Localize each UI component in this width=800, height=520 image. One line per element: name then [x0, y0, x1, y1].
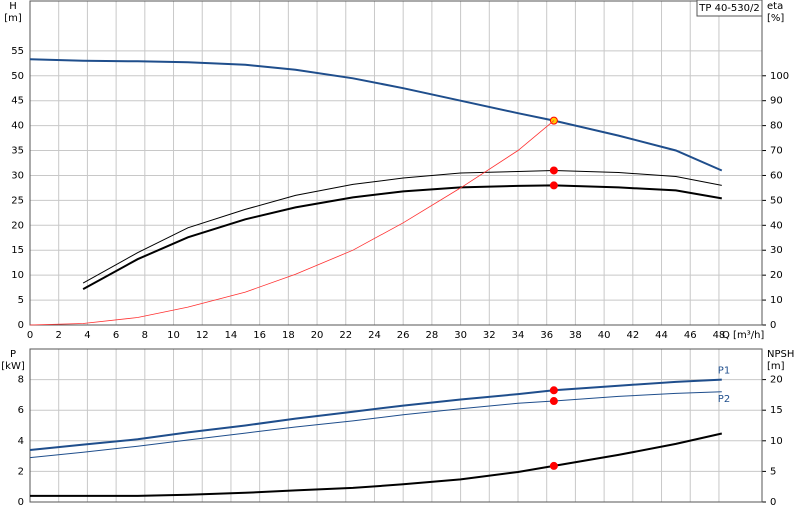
y-axis-label: P — [10, 349, 16, 360]
curve — [29, 58, 723, 172]
curve — [82, 169, 722, 284]
x-tick-label: 46 — [684, 330, 697, 341]
y2-axis-unit: [m] — [767, 361, 785, 372]
y-tick-label: 50 — [11, 71, 24, 82]
y2-tick-label: 30 — [770, 245, 783, 256]
y-axis-label: H — [9, 1, 17, 12]
y2-tick-label: 40 — [770, 220, 783, 231]
y2-tick-label: 50 — [770, 195, 783, 206]
y-tick-label: 2 — [18, 466, 24, 477]
y-tick-label: 6 — [18, 405, 24, 416]
x-tick-label: 14 — [225, 330, 238, 341]
y2-axis-label: NPSH — [767, 349, 794, 360]
y-tick-label: 0 — [18, 320, 24, 331]
x-tick-label: 38 — [569, 330, 582, 341]
curve — [30, 432, 723, 497]
y2-tick-label: 90 — [770, 96, 783, 107]
y-tick-label: 8 — [18, 375, 24, 386]
x-tick-label: 40 — [598, 330, 611, 341]
y2-axis-label: eta — [767, 1, 783, 12]
curve — [82, 184, 722, 290]
y-tick-label: 15 — [11, 245, 24, 256]
x-tick-label: 22 — [339, 330, 352, 341]
y2-tick-label: 70 — [770, 146, 783, 157]
operating-point — [549, 386, 558, 395]
operating-point — [549, 397, 558, 406]
operating-point — [549, 461, 558, 470]
x-tick-label: 26 — [397, 330, 410, 341]
x-tick-label: 24 — [368, 330, 381, 341]
x-tick-label: 4 — [84, 330, 90, 341]
y-tick-label: 55 — [11, 46, 24, 57]
x-tick-label: 10 — [167, 330, 180, 341]
x-axis-label: Q [m³/h] — [722, 330, 764, 341]
y2-tick-label: 20 — [770, 375, 783, 386]
title-box — [696, 0, 763, 17]
x-tick-label: 2 — [56, 330, 62, 341]
x-tick-label: 18 — [282, 330, 295, 341]
y2-tick-label: 10 — [770, 436, 783, 447]
x-tick-label: 34 — [512, 330, 525, 341]
x-tick-label: 12 — [196, 330, 209, 341]
plot-frame — [29, 348, 763, 503]
y-tick-label: 45 — [11, 96, 24, 107]
curve — [29, 378, 722, 451]
curve — [29, 391, 722, 459]
y-tick-label: 40 — [11, 121, 24, 132]
y-tick-label: 20 — [11, 220, 24, 231]
y-tick-label: 5 — [18, 295, 24, 306]
y-tick-label: 25 — [11, 195, 24, 206]
operating-point — [549, 166, 558, 175]
y2-tick-label: 100 — [770, 71, 789, 82]
x-tick-label: 48 — [713, 330, 726, 341]
x-tick-label: 42 — [626, 330, 639, 341]
x-tick-label: 32 — [483, 330, 496, 341]
y2-tick-label: 60 — [770, 170, 783, 181]
y-tick-label: 30 — [11, 170, 24, 181]
x-tick-label: 16 — [253, 330, 266, 341]
y-tick-label: 0 — [18, 497, 24, 508]
y-axis-unit: [m] — [4, 13, 22, 24]
curve — [29, 120, 555, 326]
y-tick-label: 4 — [18, 436, 24, 447]
x-tick-label: 28 — [426, 330, 439, 341]
x-tick-label: 0 — [27, 330, 33, 341]
y2-tick-label: 15 — [770, 405, 783, 416]
y2-tick-label: 0 — [770, 320, 776, 331]
y-tick-label: 10 — [11, 270, 24, 281]
y2-tick-label: 80 — [770, 121, 783, 132]
x-tick-label: 6 — [113, 330, 119, 341]
series-label: P2 — [718, 394, 730, 405]
series-label: P1 — [718, 366, 730, 377]
x-tick-label: 36 — [540, 330, 553, 341]
chart-title: TP 40-530/2 — [698, 3, 759, 14]
x-tick-label: 30 — [454, 330, 467, 341]
y2-tick-label: 10 — [770, 295, 783, 306]
x-tick-label: 44 — [655, 330, 668, 341]
y-tick-label: 35 — [11, 146, 24, 157]
y2-axis-unit: [%] — [767, 13, 784, 24]
y2-tick-label: 0 — [770, 497, 776, 508]
y2-tick-label: 20 — [770, 270, 783, 281]
x-tick-label: 20 — [311, 330, 324, 341]
y2-tick-label: 5 — [770, 466, 776, 477]
plot-frame — [29, 0, 763, 326]
operating-point — [549, 181, 558, 190]
y-axis-unit: [kW] — [1, 361, 25, 372]
x-tick-label: 8 — [142, 330, 148, 341]
